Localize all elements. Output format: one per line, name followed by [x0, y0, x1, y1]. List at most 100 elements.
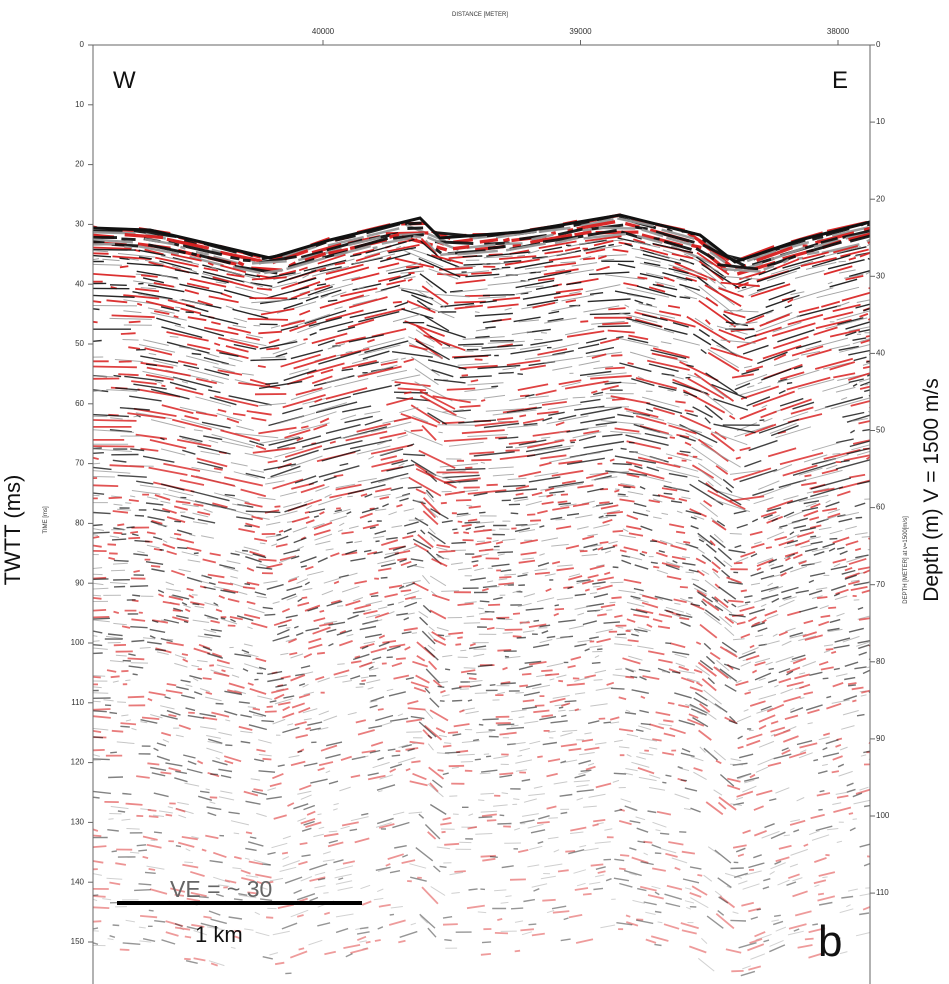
reflector — [162, 721, 830, 766]
section-frame — [93, 45, 870, 984]
reflector — [92, 863, 828, 899]
reflector — [140, 274, 834, 314]
reflector — [92, 827, 765, 870]
reflector — [109, 413, 634, 448]
reflector — [127, 601, 864, 642]
reflector — [179, 390, 848, 432]
reflector — [92, 540, 871, 586]
reflector — [92, 603, 830, 649]
reflector — [119, 938, 822, 967]
reflector — [92, 919, 786, 960]
reflector — [112, 498, 841, 542]
reflector — [161, 384, 814, 424]
reflector — [92, 366, 871, 409]
reflector — [92, 337, 867, 375]
reflector — [140, 906, 871, 944]
reflector — [92, 696, 786, 741]
reflector — [142, 360, 871, 399]
reflector — [324, 928, 762, 973]
reflector — [132, 661, 867, 703]
reflector — [93, 483, 821, 529]
reflector — [160, 421, 871, 468]
reflector — [198, 772, 854, 810]
reflector — [128, 695, 857, 731]
reflector — [191, 448, 871, 485]
left-tick-label: 50 — [75, 339, 84, 348]
reflector — [213, 847, 760, 890]
reflector — [117, 495, 840, 538]
reflector — [92, 237, 867, 286]
reflector — [92, 232, 871, 275]
reflector — [92, 239, 871, 281]
reflector — [136, 841, 782, 879]
reflector — [140, 343, 871, 391]
reflector — [697, 951, 848, 972]
left-tick-label: 140 — [71, 877, 85, 886]
left-tick-label: 120 — [71, 758, 85, 767]
reflector — [92, 643, 870, 683]
reflector — [92, 440, 871, 489]
reflector — [92, 853, 871, 884]
reflector — [92, 820, 809, 866]
reflector — [162, 489, 838, 536]
reflector — [107, 820, 856, 864]
reflector — [303, 803, 823, 829]
reflector — [92, 626, 860, 672]
reflector — [254, 872, 692, 916]
reflector — [93, 430, 842, 475]
reflector — [109, 304, 871, 348]
reflector — [92, 523, 868, 568]
reflector — [92, 739, 755, 784]
reflector — [92, 486, 820, 529]
reflector — [92, 836, 830, 879]
left-tick-label: 90 — [75, 578, 84, 587]
reflector — [209, 772, 764, 811]
reflector — [92, 625, 771, 667]
reflector — [147, 805, 852, 837]
left-tick-label: 20 — [75, 160, 84, 169]
right-tick-label: 10 — [876, 117, 885, 126]
reflector — [92, 471, 774, 505]
left-tick-label: 80 — [75, 519, 84, 528]
reflector — [109, 901, 784, 930]
reflector — [123, 284, 793, 329]
reflector — [146, 863, 803, 887]
reflector — [123, 282, 871, 328]
reflector — [140, 709, 865, 744]
left-tick-label: 100 — [71, 638, 85, 647]
left-tick-label: 30 — [75, 220, 84, 229]
reflector — [109, 798, 780, 840]
reflector — [92, 271, 858, 310]
reflector — [92, 285, 749, 327]
reflector — [148, 676, 864, 725]
reflector — [159, 538, 845, 578]
reflector — [93, 674, 857, 713]
right-tick-label: 80 — [876, 657, 885, 666]
reflector — [177, 337, 803, 387]
reflector — [273, 780, 831, 820]
reflector — [169, 782, 871, 816]
reflector — [92, 707, 791, 750]
reflector — [93, 252, 871, 292]
reflector — [133, 560, 871, 603]
reflector — [185, 943, 662, 975]
reflector — [127, 681, 871, 723]
reflector — [111, 529, 836, 574]
left-tick-label: 10 — [75, 100, 84, 109]
reflector — [92, 564, 867, 608]
reflector — [133, 559, 856, 608]
reflector — [93, 488, 871, 535]
axes: 0 10 20 30 40 50 60 70 80 90 100 110 120 130 140 150 0 10… — [71, 27, 890, 984]
reflector — [128, 658, 871, 687]
reflector — [92, 688, 867, 725]
reflector — [92, 608, 871, 656]
reflector — [92, 530, 871, 575]
right-tick-label: 70 — [876, 580, 885, 589]
reflector — [92, 365, 869, 407]
reflector — [92, 580, 871, 624]
reflector — [182, 432, 854, 471]
top-tick-label: 38000 — [827, 27, 850, 36]
reflector — [113, 579, 870, 618]
reflector — [109, 922, 841, 945]
